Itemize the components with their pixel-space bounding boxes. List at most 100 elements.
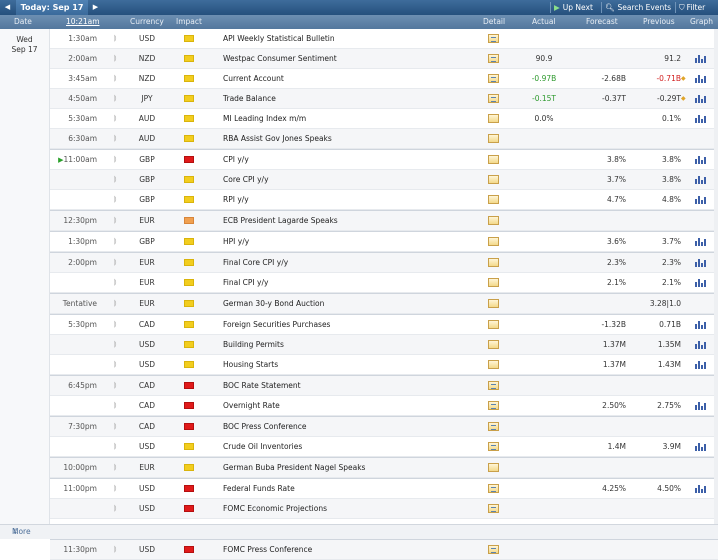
sound-icon[interactable]: ⟭	[114, 422, 117, 430]
detail-folder-icon[interactable]	[488, 401, 499, 410]
table-row[interactable]: ⟭ USD Housing Starts 1.37M 1.43M	[50, 355, 718, 375]
graph-icon[interactable]	[695, 401, 707, 410]
detail-folder-icon[interactable]	[488, 545, 499, 554]
detail-folder-icon[interactable]	[488, 195, 499, 204]
impact-orange-icon[interactable]	[184, 217, 194, 224]
current-day-title[interactable]: Today: Sep 17	[16, 0, 88, 15]
graph-icon[interactable]	[695, 340, 707, 349]
table-row[interactable]: Tentative ⟭ EUR German 30-y Bond Auction 3.2…	[50, 293, 718, 314]
table-row[interactable]: 6:30am ⟭ AUD RBA Assist Gov Jones Speaks	[50, 129, 718, 149]
sound-icon[interactable]: ⟭	[114, 134, 117, 142]
sound-icon[interactable]: ⟭	[114, 320, 117, 328]
event-title[interactable]: Building Permits	[223, 340, 284, 349]
event-title[interactable]: BOC Press Conference	[223, 422, 307, 431]
detail-folder-icon[interactable]	[488, 155, 499, 164]
impact-yellow-icon[interactable]	[184, 361, 194, 368]
detail-folder-icon[interactable]	[488, 216, 499, 225]
graph-icon[interactable]	[695, 94, 707, 103]
event-title[interactable]: Foreign Securities Purchases	[223, 320, 331, 329]
event-title[interactable]: RPI y/y	[223, 195, 249, 204]
event-title[interactable]: German 30-y Bond Auction	[223, 299, 325, 308]
revised-icon[interactable]: ◆	[681, 95, 686, 102]
sound-icon[interactable]: ⟭	[114, 175, 117, 183]
sound-icon[interactable]: ⟭	[114, 155, 117, 163]
table-row[interactable]: 3:45am ⟭ NZD Current Account -0.97B -2.68B -0.…	[50, 69, 718, 89]
sound-icon[interactable]: ⟭	[114, 401, 117, 409]
event-title[interactable]: MI Leading Index m/m	[223, 114, 307, 123]
graph-icon[interactable]	[695, 195, 707, 204]
table-row[interactable]: 2:00pm ⟭ EUR Final Core CPI y/y 2.3% 2.3%	[50, 252, 718, 273]
sound-icon[interactable]: ⟭	[114, 442, 117, 450]
impact-red-icon[interactable]	[184, 402, 194, 409]
detail-folder-icon[interactable]	[488, 134, 499, 143]
graph-icon[interactable]	[695, 175, 707, 184]
detail-folder-icon[interactable]	[488, 278, 499, 287]
detail-folder-icon[interactable]	[488, 484, 499, 493]
impact-yellow-icon[interactable]	[184, 300, 194, 307]
detail-folder-icon[interactable]	[488, 360, 499, 369]
sound-icon[interactable]: ⟭	[114, 114, 117, 122]
table-row[interactable]: 12:30pm ⟭ EUR ECB President Lagarde Speaks	[50, 210, 718, 231]
table-row[interactable]: ⟭ CAD Overnight Rate 2.50% 2.75%	[50, 396, 718, 416]
impact-yellow-icon[interactable]	[184, 95, 194, 102]
table-row[interactable]: 1:30pm ⟭ GBP HPI y/y 3.6% 3.7%	[50, 231, 718, 252]
sound-icon[interactable]: ⟭	[114, 94, 117, 102]
event-title[interactable]: Housing Starts	[223, 360, 279, 369]
detail-folder-icon[interactable]	[488, 299, 499, 308]
table-row[interactable]: ⟭ USD FOMC Economic Projections	[50, 499, 718, 519]
event-title[interactable]: Final Core CPI y/y	[223, 258, 289, 267]
up-next-button[interactable]: ▶ Up Next	[554, 3, 593, 12]
event-title[interactable]: CPI y/y	[223, 155, 249, 164]
impact-red-icon[interactable]	[184, 423, 194, 430]
event-title[interactable]: Current Account	[223, 74, 284, 83]
detail-folder-icon[interactable]	[488, 54, 499, 63]
detail-folder-icon[interactable]	[488, 114, 499, 123]
graph-icon[interactable]	[695, 484, 707, 493]
impact-yellow-icon[interactable]	[184, 75, 194, 82]
table-row[interactable]: ⟭ USD Building Permits 1.37M 1.35M	[50, 335, 718, 355]
detail-folder-icon[interactable]	[488, 340, 499, 349]
table-row[interactable]: ⟭ GBP RPI y/y 4.7% 4.8%	[50, 190, 718, 210]
impact-red-icon[interactable]	[184, 485, 194, 492]
table-row[interactable]: 7:30pm ⟭ CAD BOC Press Conference	[50, 416, 718, 437]
sound-icon[interactable]: ⟭	[114, 463, 117, 471]
detail-folder-icon[interactable]	[488, 237, 499, 246]
impact-yellow-icon[interactable]	[184, 115, 194, 122]
graph-icon[interactable]	[695, 54, 707, 63]
sound-icon[interactable]: ⟭	[114, 258, 117, 266]
scrollbar[interactable]	[714, 29, 718, 524]
graph-icon[interactable]	[695, 114, 707, 123]
event-title[interactable]: Core CPI y/y	[223, 175, 269, 184]
sound-icon[interactable]: ⟭	[114, 54, 117, 62]
next-day-icon[interactable]: ▶	[92, 3, 99, 11]
event-title[interactable]: German Buba President Nagel Speaks	[223, 463, 366, 472]
graph-icon[interactable]	[695, 237, 707, 246]
sound-icon[interactable]: ⟭	[114, 34, 117, 42]
sound-icon[interactable]: ⟭	[114, 74, 117, 82]
table-row[interactable]: 5:30pm ⟭ CAD Foreign Securities Purchases -1…	[50, 314, 718, 335]
sound-icon[interactable]: ⟭	[114, 504, 117, 512]
table-row[interactable]: ⟭ USD Crude Oil Inventories 1.4M 3.9M	[50, 437, 718, 457]
impact-red-icon[interactable]	[184, 156, 194, 163]
table-row[interactable]: 5:30am ⟭ AUD MI Leading Index m/m 0.0% 0.1%	[50, 109, 718, 129]
detail-folder-icon[interactable]	[488, 74, 499, 83]
detail-folder-icon[interactable]	[488, 381, 499, 390]
sound-icon[interactable]: ⟭	[114, 484, 117, 492]
table-row[interactable]: 2:00am ⟭ NZD Westpac Consumer Sentiment 90.9…	[50, 49, 718, 69]
event-title[interactable]: Trade Balance	[223, 94, 276, 103]
detail-folder-icon[interactable]	[488, 422, 499, 431]
impact-yellow-icon[interactable]	[184, 238, 194, 245]
impact-red-icon[interactable]	[184, 546, 194, 553]
impact-yellow-icon[interactable]	[184, 464, 194, 471]
impact-yellow-icon[interactable]	[184, 321, 194, 328]
event-title[interactable]: Westpac Consumer Sentiment	[223, 54, 337, 63]
impact-yellow-icon[interactable]	[184, 176, 194, 183]
sound-icon[interactable]: ⟭	[114, 216, 117, 224]
sound-icon[interactable]: ⟭	[114, 381, 117, 389]
table-row[interactable]: 10:00pm ⟭ EUR German Buba President Nagel S…	[50, 457, 718, 478]
graph-icon[interactable]	[695, 360, 707, 369]
detail-folder-icon[interactable]	[488, 504, 499, 513]
event-title[interactable]: Federal Funds Rate	[223, 484, 295, 493]
impact-yellow-icon[interactable]	[184, 341, 194, 348]
graph-icon[interactable]	[695, 258, 707, 267]
